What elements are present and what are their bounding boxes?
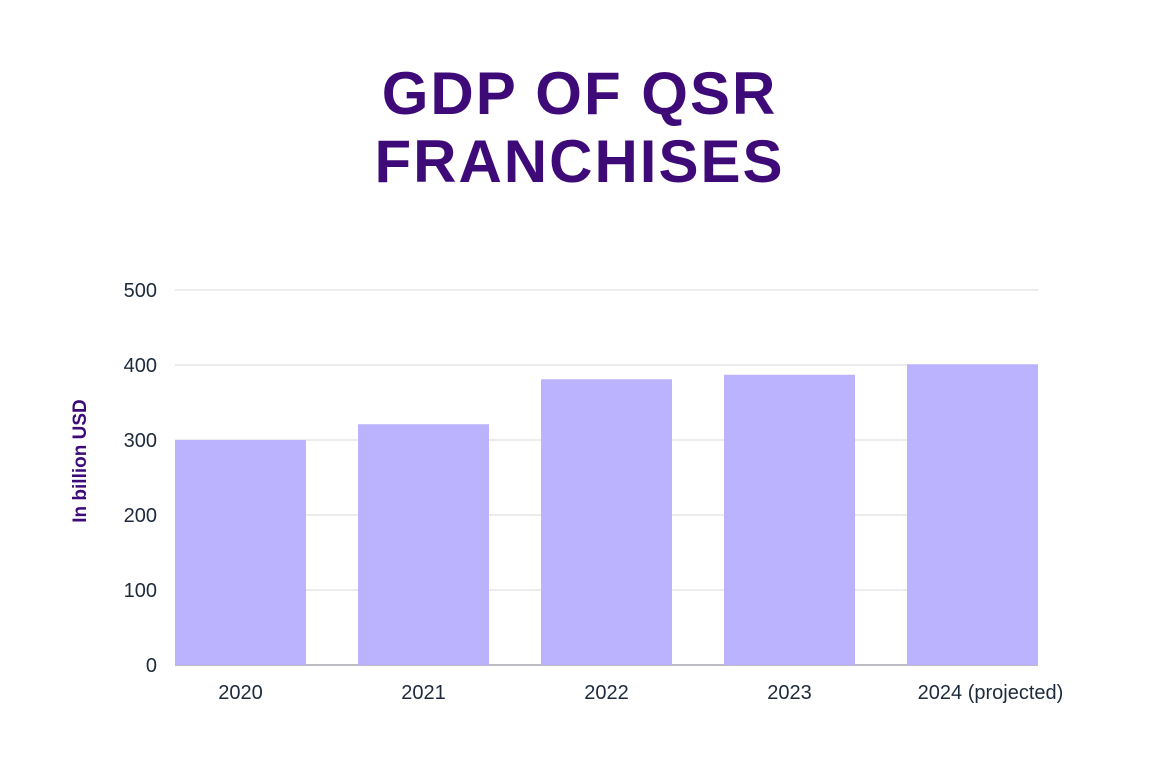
chart-title-line-1: GDP OF QSR (381, 60, 778, 127)
chart-title-line-2: FRANCHISES (374, 128, 785, 195)
y-axis-label: In billion USD (70, 399, 91, 523)
bars (175, 364, 1038, 665)
y-tick-label: 100 (124, 580, 157, 602)
y-tick-label: 400 (124, 355, 157, 377)
x-tick-label: 2024 (projected) (918, 682, 1064, 704)
y-tick-labels: 0 100 200 300 400 500 (124, 280, 157, 677)
bar-2022 (541, 379, 672, 665)
y-tick-label: 0 (146, 655, 157, 677)
x-tick-label: 2023 (767, 682, 812, 704)
bar-2021 (358, 424, 489, 665)
y-tick-label: 300 (124, 430, 157, 452)
chart-title: GDP OF QSR FRANCHISES (0, 60, 1159, 196)
bar-2020 (175, 440, 306, 665)
y-tick-label: 500 (124, 280, 157, 302)
x-tick-label: 2021 (401, 682, 446, 704)
bar-2023 (724, 374, 855, 665)
x-tick-label: 2022 (584, 682, 629, 704)
x-tick-label: 2020 (218, 682, 263, 704)
bar-2024 (907, 364, 1038, 665)
x-tick-labels: 2020 2021 2022 2023 2024 (projected) (218, 682, 1063, 704)
y-tick-label: 200 (124, 505, 157, 527)
